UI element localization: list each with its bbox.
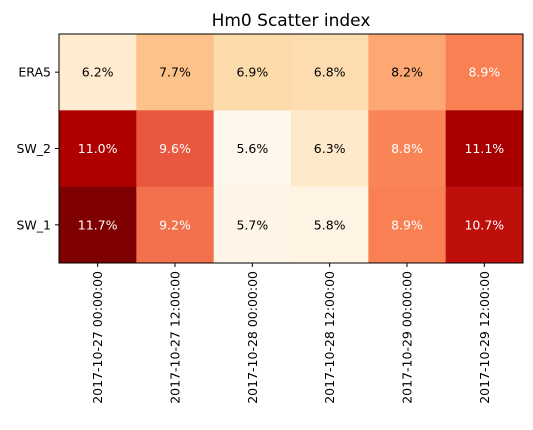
- cell-value-label: 10.7%: [464, 217, 504, 232]
- cell-value-label: 8.8%: [391, 141, 423, 156]
- cell-value-label: 11.7%: [78, 217, 118, 232]
- cell-value-label: 5.6%: [236, 141, 268, 156]
- cell-value-label: 6.2%: [82, 65, 114, 80]
- cell-value-label: 6.9%: [236, 65, 268, 80]
- cell-value-label: 6.3%: [314, 141, 346, 156]
- heatmap-cell: [136, 34, 215, 111]
- heatmap-cell: [291, 186, 369, 264]
- cell-value-label: 8.9%: [468, 65, 500, 80]
- heatmap-cell: [291, 34, 369, 111]
- cell-value-label: 9.2%: [159, 217, 191, 232]
- heatmap-cell: [291, 110, 369, 188]
- y-tick-label: SW_1: [17, 217, 52, 232]
- x-tick-label: 2017-10-29 00:00:00: [400, 271, 415, 404]
- heatmap-cell: [445, 186, 524, 264]
- y-tick-label: SW_2: [17, 141, 52, 156]
- heatmap-cell: [368, 110, 447, 188]
- heatmap-cell: [213, 186, 292, 264]
- x-tick-label: 2017-10-29 12:00:00: [477, 271, 492, 404]
- heatmap-cells: 6.2% 7.7% 6.9% 6.8% 8.2% 8.9% 11.0% 9.6% 5.6% 6.3…: [59, 34, 524, 264]
- y-axis-ticks: ERA5 SW_2 SW_1: [17, 65, 59, 232]
- heatmap-cell: [213, 34, 292, 111]
- heatmap-cell: [136, 186, 215, 264]
- heatmap-cell: [445, 34, 524, 111]
- heatmap-cell: [59, 34, 137, 111]
- x-tick-label: 2017-10-27 12:00:00: [168, 271, 183, 404]
- plot-frame: [58, 33, 524, 264]
- cell-value-label: 5.7%: [236, 217, 268, 232]
- heatmap-cell: [368, 34, 447, 111]
- cell-value-label: 11.0%: [78, 141, 118, 156]
- chart-title: Hm0 Scatter index: [212, 11, 371, 31]
- y-tick-label: ERA5: [18, 65, 51, 80]
- heatmap-cell: [59, 110, 137, 188]
- cell-value-label: 7.7%: [159, 65, 191, 80]
- heatmap-cell: [213, 110, 292, 188]
- x-tick-label: 2017-10-28 12:00:00: [322, 271, 337, 404]
- cell-value-label: 8.2%: [391, 65, 423, 80]
- x-tick-label: 2017-10-28 00:00:00: [245, 271, 260, 404]
- x-axis-ticks: 2017-10-27 00:00:00 2017-10-27 12:00:00 20…: [90, 263, 492, 404]
- cell-value-label: 11.1%: [464, 141, 504, 156]
- cell-value-label: 6.8%: [314, 65, 346, 80]
- heatmap-cell: [59, 186, 137, 264]
- x-tick-label: 2017-10-27 00:00:00: [90, 271, 105, 404]
- heatmap-cell: [368, 186, 447, 264]
- cell-value-label: 9.6%: [159, 141, 191, 156]
- heatmap-cell: [445, 110, 524, 188]
- cell-value-label: 8.9%: [391, 217, 423, 232]
- cell-value-label: 5.8%: [314, 217, 346, 232]
- heatmap-cell: [136, 110, 215, 188]
